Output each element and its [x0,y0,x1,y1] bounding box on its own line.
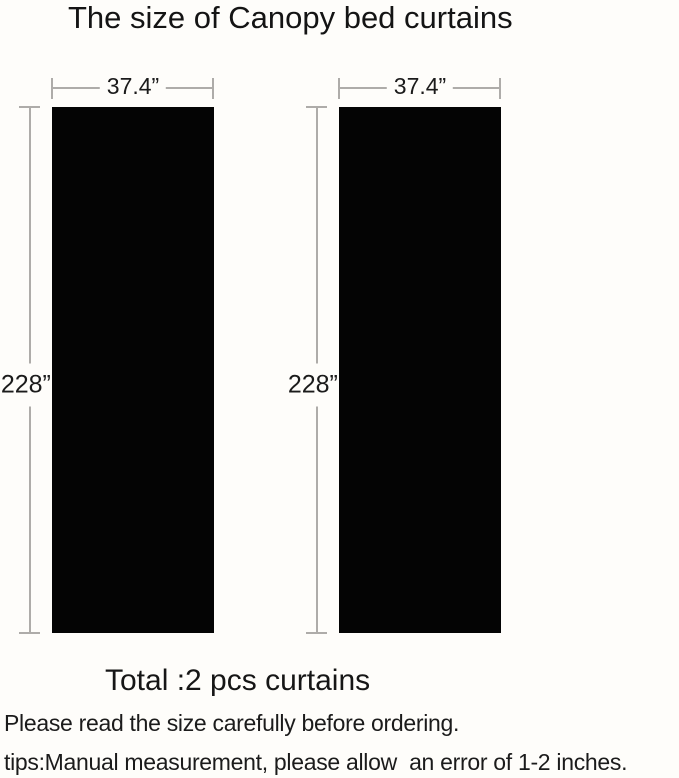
page-title: The size of Canopy bed curtains [68,0,513,35]
height-dimension-tick-top [19,106,40,108]
width-dimension-label: 37.4” [99,72,167,100]
width-dimension-tick-left [338,78,340,99]
curtain-swatch [52,107,214,633]
height-dimension-tick-bottom [306,632,327,634]
curtain-panel-left: 37.4” 228” [0,0,230,660]
curtain-panel-right: 37.4” 228” [286,0,517,660]
height-dimension-tick-bottom [19,632,40,634]
width-dimension-tick-left [51,78,53,99]
height-dimension-label: 228” [0,363,52,407]
width-dimension-tick-right [499,78,501,99]
curtain-swatch [339,107,501,633]
total-count-text: Total :2 pcs curtains [105,664,371,697]
width-dimension-tick-right [212,78,214,99]
note-read-size: Please read the size carefully before or… [4,710,460,736]
note-measurement-tip: tips:Manual measurement, please allow an… [4,749,628,775]
height-dimension-label: 228” [286,363,339,407]
width-dimension-label: 37.4” [386,72,454,100]
height-dimension-tick-top [306,106,327,108]
